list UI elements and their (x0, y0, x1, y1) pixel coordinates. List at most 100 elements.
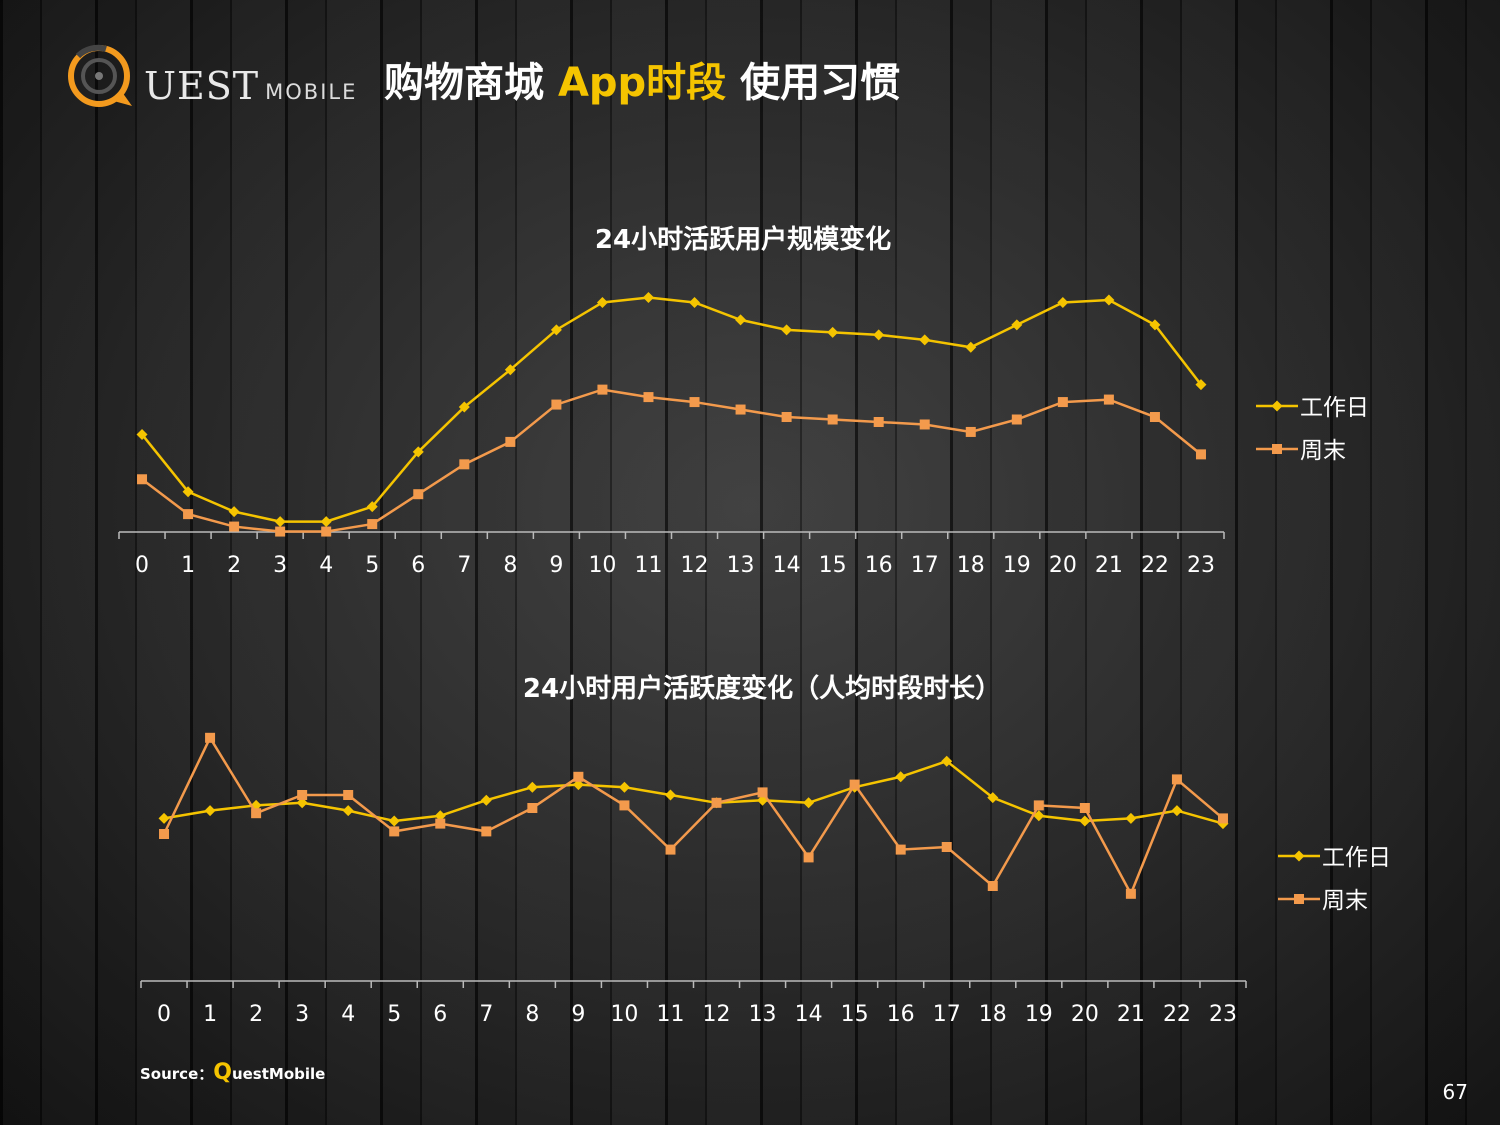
data-point-weekend (137, 474, 148, 485)
data-point-weekend (757, 787, 768, 798)
x-tick-label: 12 (681, 553, 709, 578)
data-point-weekend (1033, 800, 1044, 811)
legend-label: 工作日 (1300, 395, 1369, 421)
x-tick-label: 9 (571, 1002, 585, 1027)
x-tick-label: 2 (227, 553, 241, 578)
data-point-weekday (642, 291, 654, 303)
data-point-weekday (1079, 815, 1091, 827)
data-point-weekend (1125, 888, 1136, 899)
data-point-weekend (389, 826, 400, 837)
page-title: 购物商城 App时段 使用习惯 (384, 60, 901, 106)
x-tick-label: 13 (749, 1002, 777, 1027)
x-tick-label: 18 (957, 553, 985, 578)
x-tick-label: 7 (457, 553, 471, 578)
series-line-weekday (163, 759, 1224, 825)
data-point-weekend (1079, 803, 1090, 813)
x-tick-label: 1 (203, 1002, 217, 1027)
x-tick-label: 21 (1117, 1002, 1145, 1027)
page-number: 67 (1442, 1080, 1468, 1104)
data-point-weekend (205, 732, 216, 743)
data-point-weekday (987, 792, 999, 804)
legend-marker-weekend (1272, 444, 1282, 454)
data-point-weekday (618, 781, 630, 793)
data-point-weekday (895, 771, 907, 783)
data-point-weekend (803, 852, 814, 863)
data-point-weekend (987, 881, 998, 891)
x-tick-label: 18 (979, 1002, 1007, 1027)
data-point-weekday (572, 779, 584, 791)
x-tick-label: 23 (1187, 553, 1215, 578)
data-point-weekday (735, 314, 747, 326)
x-tick-label: 17 (933, 1002, 961, 1027)
logo-wordmark: UEST MOBILE (144, 64, 358, 108)
data-point-weekend (413, 489, 424, 500)
logo: UEST MOBILE (66, 42, 356, 114)
data-point-weekday (1011, 319, 1023, 331)
legend-marker-weekday (1293, 850, 1305, 862)
data-point-weekend (481, 826, 492, 837)
data-point-weekend (619, 800, 630, 811)
x-tick-label: 3 (273, 553, 287, 578)
data-point-weekend (343, 790, 354, 800)
legend-label: 周末 (1300, 438, 1346, 464)
x-tick-label: 10 (610, 1002, 638, 1027)
x-tick-label: 17 (911, 553, 939, 578)
x-tick-label: 2 (249, 1002, 263, 1027)
legend-label: 工作日 (1322, 845, 1391, 871)
x-tick-label: 14 (773, 553, 801, 578)
data-point-weekend (1195, 449, 1206, 460)
data-point-weekend (827, 414, 838, 425)
x-tick-label: 21 (1095, 553, 1123, 578)
x-tick-label: 23 (1209, 1002, 1237, 1027)
data-point-weekend (643, 392, 654, 403)
data-point-weekend (665, 844, 676, 855)
x-tick-label: 7 (479, 1002, 493, 1027)
x-tick-label: 19 (1025, 1002, 1053, 1027)
data-point-weekend (275, 526, 286, 537)
data-point-weekday (504, 364, 516, 376)
x-tick-label: 0 (157, 1002, 171, 1027)
data-point-weekend (597, 384, 608, 395)
data-point-weekday (158, 812, 170, 824)
data-point-weekend (919, 419, 930, 430)
data-point-weekend (251, 808, 262, 819)
x-tick-label: 20 (1071, 1002, 1099, 1027)
chart-title: 24小时用户活跃度变化（人均时段时长） (523, 673, 1001, 704)
data-point-weekend (159, 829, 170, 839)
data-point-weekday (204, 805, 216, 817)
data-point-weekend (459, 459, 470, 470)
data-point-weekday (941, 755, 953, 767)
data-point-weekday (388, 815, 400, 827)
data-point-weekday (1195, 379, 1207, 391)
x-tick-label: 15 (819, 553, 847, 578)
x-tick-label: 22 (1163, 1002, 1191, 1027)
data-point-weekend (711, 797, 722, 808)
data-point-weekend (229, 521, 240, 532)
data-point-weekend (321, 526, 332, 537)
data-point-weekend (1149, 412, 1160, 423)
data-point-weekend (849, 779, 860, 790)
series-line-weekday (141, 296, 1202, 523)
data-point-weekend (527, 803, 538, 813)
x-tick-label: 4 (341, 1002, 355, 1027)
data-point-weekday (526, 781, 538, 793)
data-point-weekend (573, 771, 584, 782)
data-point-weekend (1103, 394, 1114, 405)
legend-marker-weekday (1271, 400, 1283, 412)
data-point-weekend (297, 790, 308, 800)
data-point-weekend (873, 416, 884, 427)
series-line-weekend (162, 735, 1224, 897)
data-point-weekday (919, 334, 931, 346)
data-point-weekday (434, 810, 446, 822)
data-point-weekend (689, 397, 700, 408)
data-point-weekend (781, 412, 792, 423)
data-point-weekend (941, 842, 952, 852)
data-point-weekend (1217, 813, 1228, 824)
data-point-weekday (1171, 805, 1183, 817)
data-point-weekday (366, 501, 378, 513)
data-point-weekday (228, 506, 240, 518)
data-point-weekend (1171, 774, 1182, 785)
data-point-weekend (505, 436, 516, 447)
data-point-weekend (735, 404, 746, 415)
